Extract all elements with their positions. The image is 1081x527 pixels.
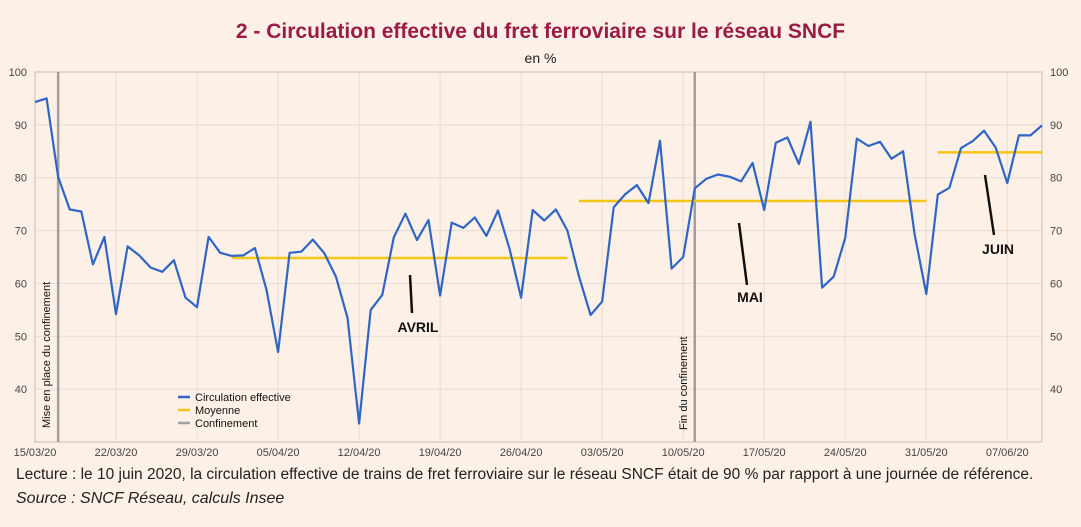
- annotation-pointer: [737, 222, 749, 286]
- x-tick-label: 03/05/20: [581, 447, 624, 459]
- y-tick-label-right: 100: [1050, 67, 1068, 79]
- y-tick-label-left: 60: [15, 278, 27, 290]
- legend-label: Moyenne: [195, 405, 240, 417]
- y-tick-label-left: 70: [15, 226, 27, 238]
- x-tick-label: 24/05/20: [824, 447, 867, 459]
- confinement-markers: Mise en place du confinement Fin du confi…: [41, 72, 697, 442]
- confinement-marker-label: Fin du confinement: [678, 336, 690, 430]
- confinement-marker-label: Mise en place du confinement: [41, 282, 53, 428]
- reading-note: Lecture : le 10 juin 2020, la circulatio…: [16, 466, 1034, 483]
- series-circulation: [34, 97, 1043, 425]
- y-tick-label-right: 40: [1050, 384, 1062, 396]
- source-note: Source : SNCF Réseau, calculs Insee: [16, 490, 285, 507]
- y-tick-label-right: 60: [1050, 278, 1062, 290]
- legend-label: Circulation effective: [195, 392, 291, 404]
- annotation-label: AVRIL: [398, 319, 439, 335]
- y-tick-label-left: 40: [15, 384, 27, 396]
- y-tick-label-left: 50: [15, 331, 27, 343]
- month-annotations: AVRIL MAI JUIN: [398, 174, 1014, 335]
- x-tick-label: 07/06/20: [986, 447, 1029, 459]
- y-tick-label-left: 80: [15, 173, 27, 185]
- x-tick-label: 19/04/20: [419, 447, 462, 459]
- chart-subtitle: en %: [524, 50, 557, 66]
- average-lines: [231, 151, 1042, 260]
- legend-label: Confinement: [195, 418, 257, 430]
- x-tick-label: 05/04/20: [257, 447, 300, 459]
- x-tick-label: 31/05/20: [905, 447, 948, 459]
- x-tick-label: 17/05/20: [743, 447, 786, 459]
- x-tick-label: 26/04/20: [500, 447, 543, 459]
- annotation-pointer: [983, 174, 996, 236]
- y-tick-label-right: 50: [1050, 331, 1062, 343]
- y-tick-label-left: 100: [9, 67, 27, 79]
- x-tick-label: 10/05/20: [662, 447, 705, 459]
- series-line-circulation: [34, 97, 1043, 425]
- y-tick-label-right: 80: [1050, 173, 1062, 185]
- y-tick-label-right: 70: [1050, 226, 1062, 238]
- x-tick-label: 12/04/20: [338, 447, 381, 459]
- annotation-label: JUIN: [982, 241, 1014, 257]
- y-tick-label-right: 90: [1050, 120, 1062, 132]
- y-tick-label-left: 90: [15, 120, 27, 132]
- annotation-label: MAI: [737, 289, 763, 305]
- x-tick-label: 22/03/20: [95, 447, 138, 459]
- x-tick-label: 29/03/20: [176, 447, 219, 459]
- x-tick-label: 15/03/20: [14, 447, 57, 459]
- chart-title: 2 - Circulation effective du fret ferrov…: [235, 20, 846, 43]
- annotation-pointer: [408, 274, 414, 314]
- plot-frame: [34, 71, 1043, 443]
- axes: 40 40 50 50 60 60 70 70 80 80 90 90 100 100 15/03/20 22…: [9, 67, 1069, 459]
